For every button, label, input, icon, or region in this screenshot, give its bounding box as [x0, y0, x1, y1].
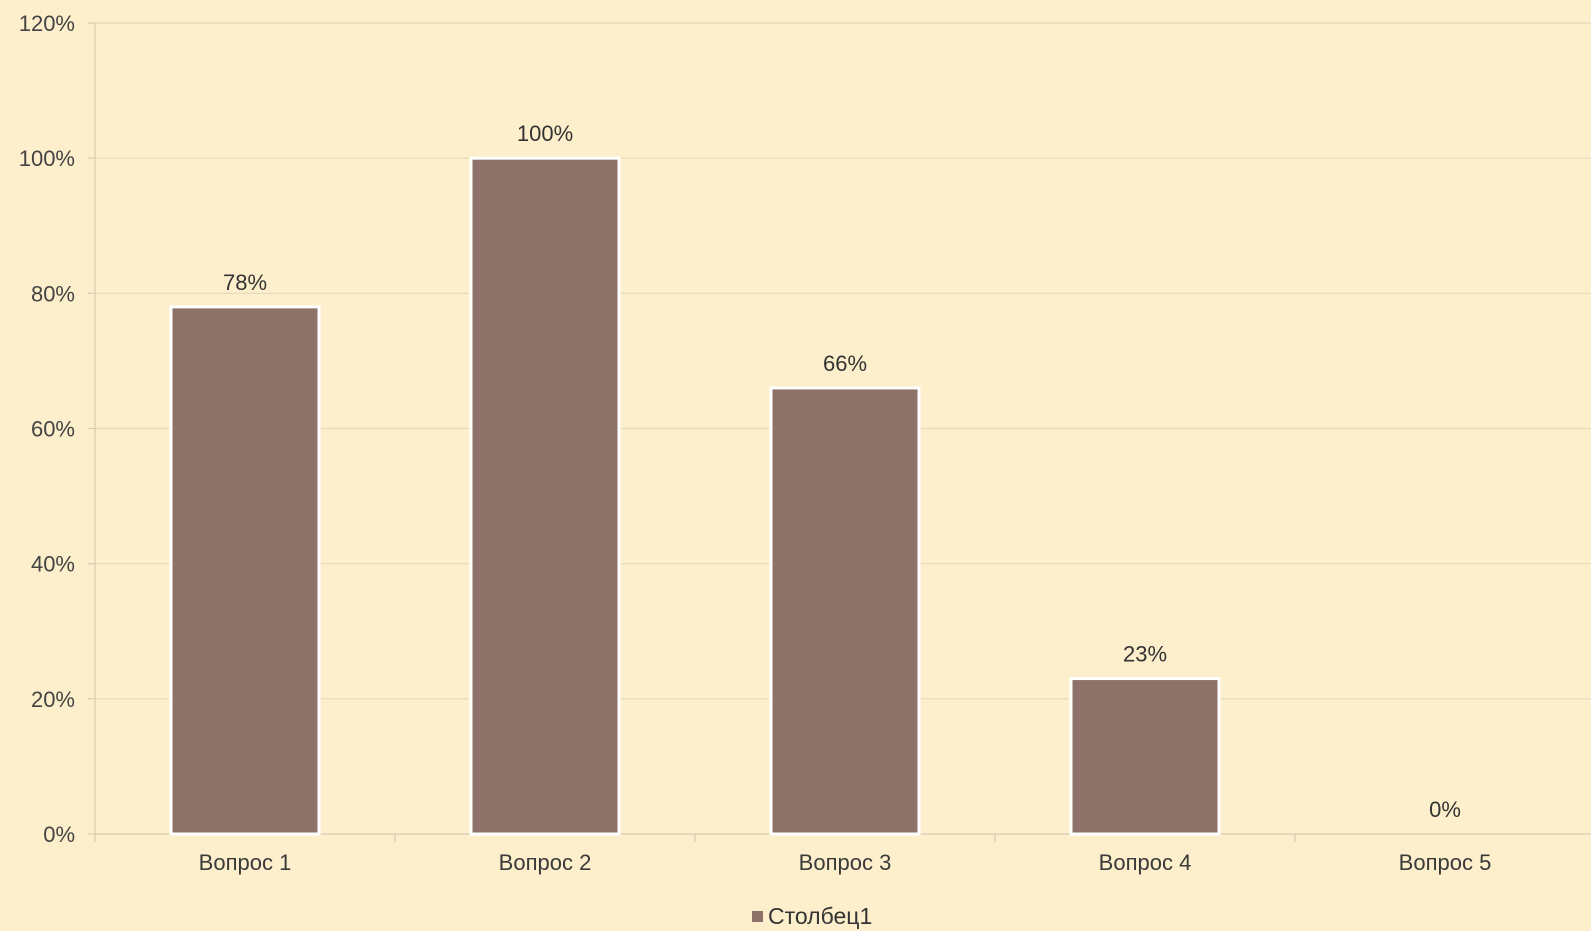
x-tick-label: Вопрос 4	[1099, 850, 1192, 875]
y-tick-label: 60%	[31, 417, 75, 442]
y-tick-label: 20%	[31, 687, 75, 712]
x-tick-label: Вопрос 5	[1399, 850, 1492, 875]
bar[interactable]	[469, 156, 621, 836]
data-label: 23%	[1123, 642, 1167, 667]
data-label: 78%	[223, 270, 267, 295]
y-tick-label: 40%	[31, 552, 75, 577]
x-tick-label: Вопрос 1	[199, 850, 292, 875]
legend-label[interactable]: Столбец1	[768, 903, 872, 929]
legend-marker[interactable]	[752, 911, 763, 922]
bar[interactable]	[769, 386, 921, 836]
data-label: 66%	[823, 351, 867, 376]
bar[interactable]	[1069, 677, 1221, 836]
y-tick-label: 80%	[31, 281, 75, 306]
x-tick-label: Вопрос 2	[499, 850, 592, 875]
bar[interactable]	[169, 305, 321, 836]
data-label: 0%	[1429, 797, 1461, 822]
y-tick-label: 0%	[43, 822, 75, 847]
data-label: 100%	[517, 121, 573, 146]
x-tick-label: Вопрос 3	[799, 850, 892, 875]
y-tick-label: 100%	[19, 146, 75, 171]
y-tick-label: 120%	[19, 11, 75, 36]
